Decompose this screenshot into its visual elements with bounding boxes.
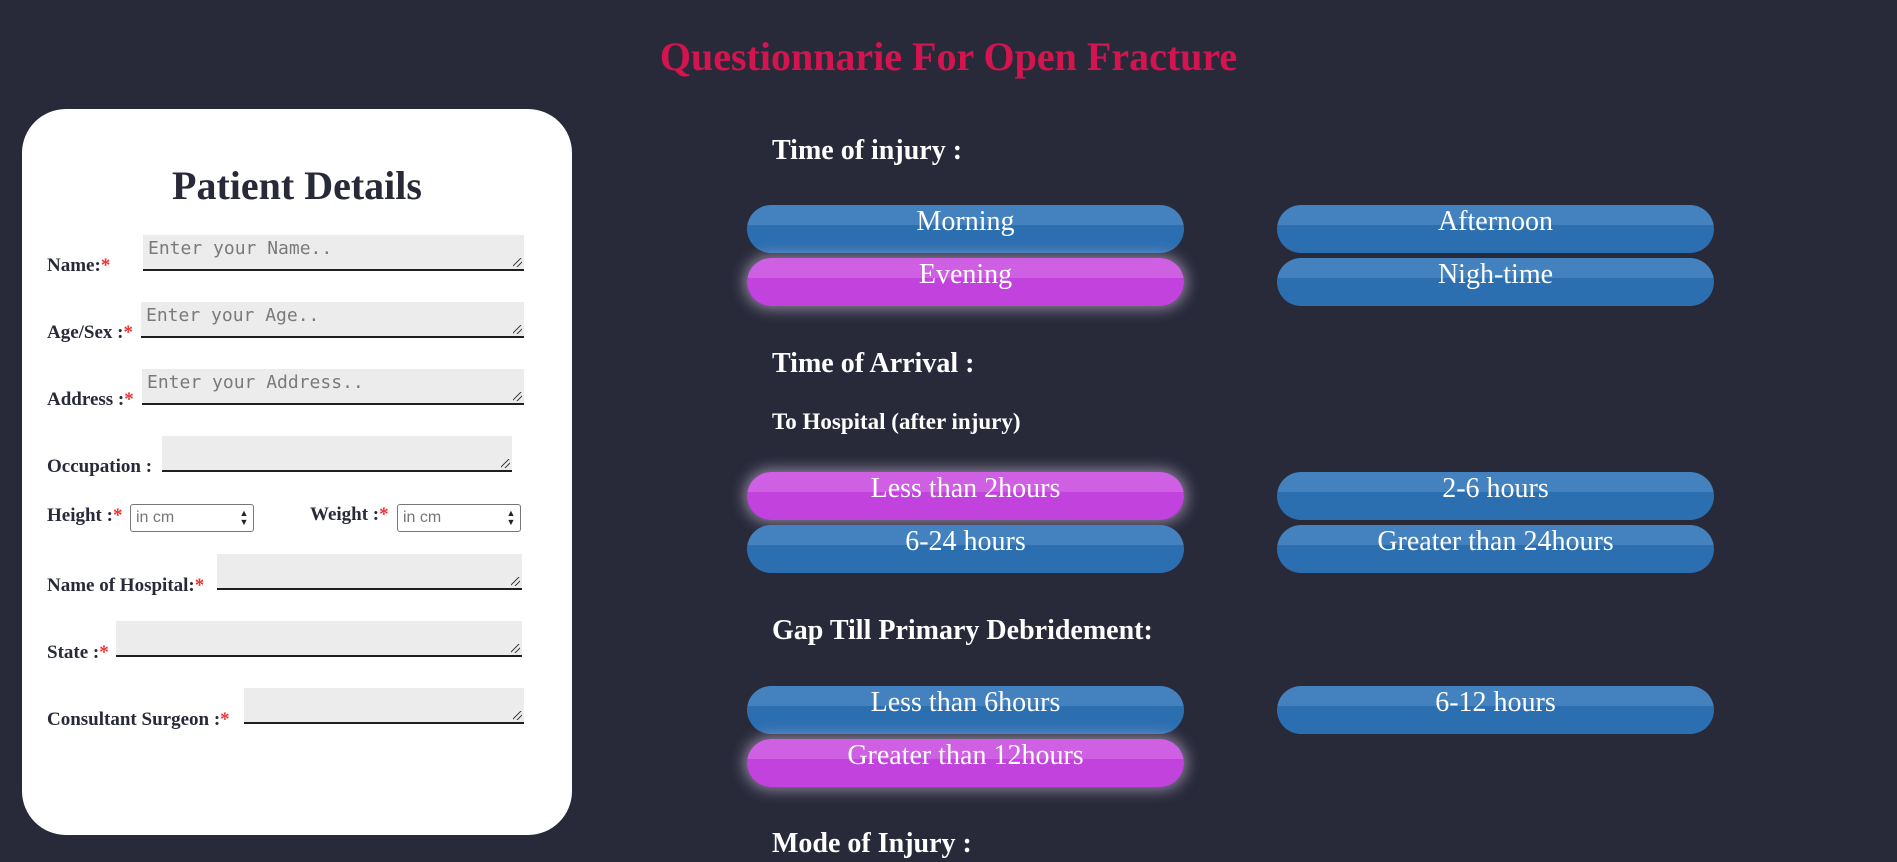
option-2-6-hours[interactable]: 2-6 hours	[1277, 472, 1714, 520]
hospital-input[interactable]	[217, 554, 522, 590]
option-less-than-2hours[interactable]: Less than 2hours	[747, 472, 1184, 520]
occupation-input[interactable]	[162, 436, 512, 472]
spinner-arrows-icon[interactable]: ▲ ▼	[506, 508, 516, 527]
option-afternoon[interactable]: Afternoon	[1277, 205, 1714, 253]
address-label: Address :*	[47, 389, 134, 410]
option-greater-than-24hours[interactable]: Greater than 24hours	[1277, 525, 1714, 573]
resize-handle-icon[interactable]	[513, 325, 522, 334]
time-of-injury-label: Time of injury :	[772, 135, 963, 166]
required-mark: *	[194, 575, 205, 596]
name-label: Name:*	[47, 255, 111, 276]
resize-handle-icon[interactable]	[511, 644, 520, 653]
resize-handle-icon[interactable]	[513, 258, 522, 267]
state-label: State :*	[47, 642, 109, 663]
resize-handle-icon[interactable]	[511, 577, 520, 586]
required-mark: *	[379, 504, 389, 525]
state-input[interactable]	[116, 621, 522, 657]
resize-handle-icon[interactable]	[513, 392, 522, 401]
surgeon-input[interactable]	[244, 688, 524, 724]
height-placeholder: in cm	[136, 509, 175, 526]
option-6-12-hours[interactable]: 6-12 hours	[1277, 686, 1714, 734]
option-greater-than-12hours[interactable]: Greater than 12hours	[747, 739, 1184, 787]
option-evening[interactable]: Evening	[747, 258, 1184, 306]
resize-handle-icon[interactable]	[501, 459, 510, 468]
patient-details-title: Patient Details	[172, 163, 422, 208]
occupation-label: Occupation :	[47, 456, 153, 477]
time-of-arrival-sublabel: To Hospital (after injury)	[772, 409, 1021, 434]
mode-of-injury-label: Mode of Injury :	[772, 828, 972, 859]
gap-debridement-label: Gap Till Primary Debridement:	[772, 615, 1153, 646]
option-less-than-6hours[interactable]: Less than 6hours	[747, 686, 1184, 734]
required-mark: *	[112, 505, 123, 526]
address-input[interactable]: Enter your Address..	[142, 369, 524, 405]
option-morning[interactable]: Morning	[747, 205, 1184, 253]
spinner-arrows-icon[interactable]: ▲ ▼	[239, 508, 249, 527]
option-6-24-hours[interactable]: 6-24 hours	[747, 525, 1184, 573]
patient-details-card: Patient Details Name:* Enter your Name..…	[22, 109, 572, 835]
age-sex-label: Age/Sex :*	[47, 322, 134, 343]
required-mark: *	[100, 255, 111, 276]
required-mark: *	[99, 642, 109, 663]
height-input[interactable]: in cm ▲ ▼	[130, 504, 254, 532]
age-sex-placeholder: Enter your Age..	[146, 305, 320, 326]
height-label: Height :*	[47, 505, 123, 526]
name-placeholder: Enter your Name..	[148, 238, 333, 259]
age-sex-input[interactable]: Enter your Age..	[141, 302, 524, 338]
address-placeholder: Enter your Address..	[147, 372, 364, 393]
page-title: Questionnarie For Open Fracture	[659, 34, 1238, 79]
resize-handle-icon[interactable]	[513, 711, 522, 720]
hospital-label: Name of Hospital:*	[47, 575, 205, 596]
option-nigh-time[interactable]: Nigh-time	[1277, 258, 1714, 306]
weight-label: Weight :*	[310, 504, 389, 525]
time-of-arrival-label: Time of Arrival :	[772, 348, 975, 379]
required-mark: *	[124, 389, 134, 410]
name-input[interactable]: Enter your Name..	[143, 235, 524, 271]
required-mark: *	[220, 709, 230, 730]
weight-input[interactable]: in cm ▲ ▼	[397, 504, 521, 532]
weight-placeholder: in cm	[403, 509, 442, 526]
surgeon-label: Consultant Surgeon :*	[47, 709, 230, 730]
required-mark: *	[123, 322, 134, 343]
